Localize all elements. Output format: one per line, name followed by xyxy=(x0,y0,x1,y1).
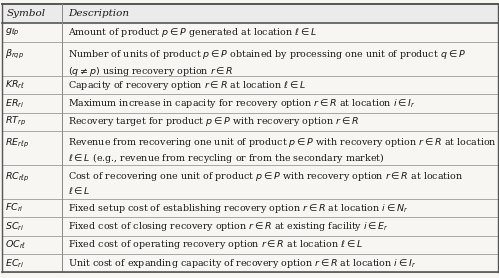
Text: Recovery target for product $p \in P$ with recovery option $r \in R$: Recovery target for product $p \in P$ wi… xyxy=(68,115,359,128)
Text: Maximum increase in capacity for recovery option $r \in R$ at location $i \in I_: Maximum increase in capacity for recover… xyxy=(68,97,416,110)
Text: Symbol: Symbol xyxy=(6,9,45,18)
Text: $RT_{rp}$: $RT_{rp}$ xyxy=(5,115,26,128)
Bar xyxy=(2,94,498,113)
Bar xyxy=(2,42,498,76)
Bar xyxy=(2,236,498,254)
Text: Cost of recovering one unit of product $p \in P$ with recovery option $r \in R$ : Cost of recovering one unit of product $… xyxy=(68,170,464,196)
Text: Description: Description xyxy=(68,9,129,18)
Bar xyxy=(2,199,498,217)
Bar xyxy=(2,165,498,199)
Text: $RE_{r\ell p}$: $RE_{r\ell p}$ xyxy=(5,137,29,150)
Text: Fixed setup cost of establishing recovery option $r \in R$ at location $i \in N_: Fixed setup cost of establishing recover… xyxy=(68,202,409,215)
Text: Unit cost of expanding capacity of recovery option $r \in R$ at location $i \in : Unit cost of expanding capacity of recov… xyxy=(68,257,417,270)
Text: Amount of product $p \in P$ generated at location $\ell \in L$: Amount of product $p \in P$ generated at… xyxy=(68,26,317,39)
Text: Revenue from recovering one unit of product $p \in P$ with recovery option $r \i: Revenue from recovering one unit of prod… xyxy=(68,136,497,165)
Bar xyxy=(2,217,498,236)
Text: $\beta_{rqp}$: $\beta_{rqp}$ xyxy=(5,48,24,61)
Bar xyxy=(2,113,498,131)
Text: $KR_{r\ell}$: $KR_{r\ell}$ xyxy=(5,79,25,91)
Text: $EC_{ri}$: $EC_{ri}$ xyxy=(5,257,24,269)
Text: $RC_{r\ell p}$: $RC_{r\ell p}$ xyxy=(5,171,30,184)
Text: $SC_{ri}$: $SC_{ri}$ xyxy=(5,220,24,233)
Text: Fixed cost of closing recovery option $r \in R$ at existing facility $i \in E_r$: Fixed cost of closing recovery option $r… xyxy=(68,220,389,233)
Text: $(q \neq p)$ using recovery option $r \in R$: $(q \neq p)$ using recovery option $r \i… xyxy=(68,65,234,78)
Text: Number of units of product $p \in P$ obtained by processing one unit of product : Number of units of product $p \in P$ obt… xyxy=(68,48,466,61)
Bar xyxy=(2,76,498,94)
Bar xyxy=(2,4,498,23)
Bar xyxy=(2,254,498,272)
Text: Capacity of recovery option $r \in R$ at location $\ell \in L$: Capacity of recovery option $r \in R$ at… xyxy=(68,78,306,91)
Text: $OC_{r\ell}$: $OC_{r\ell}$ xyxy=(5,239,26,251)
Text: $FC_{ri}$: $FC_{ri}$ xyxy=(5,202,24,214)
Text: $ER_{ri}$: $ER_{ri}$ xyxy=(5,97,24,110)
Bar xyxy=(2,131,498,165)
Text: Fixed cost of operating recovery option $r \in R$ at location $\ell \in L$: Fixed cost of operating recovery option … xyxy=(68,238,363,251)
Text: $g_{\ell p}$: $g_{\ell p}$ xyxy=(5,27,20,38)
Bar xyxy=(2,23,498,42)
